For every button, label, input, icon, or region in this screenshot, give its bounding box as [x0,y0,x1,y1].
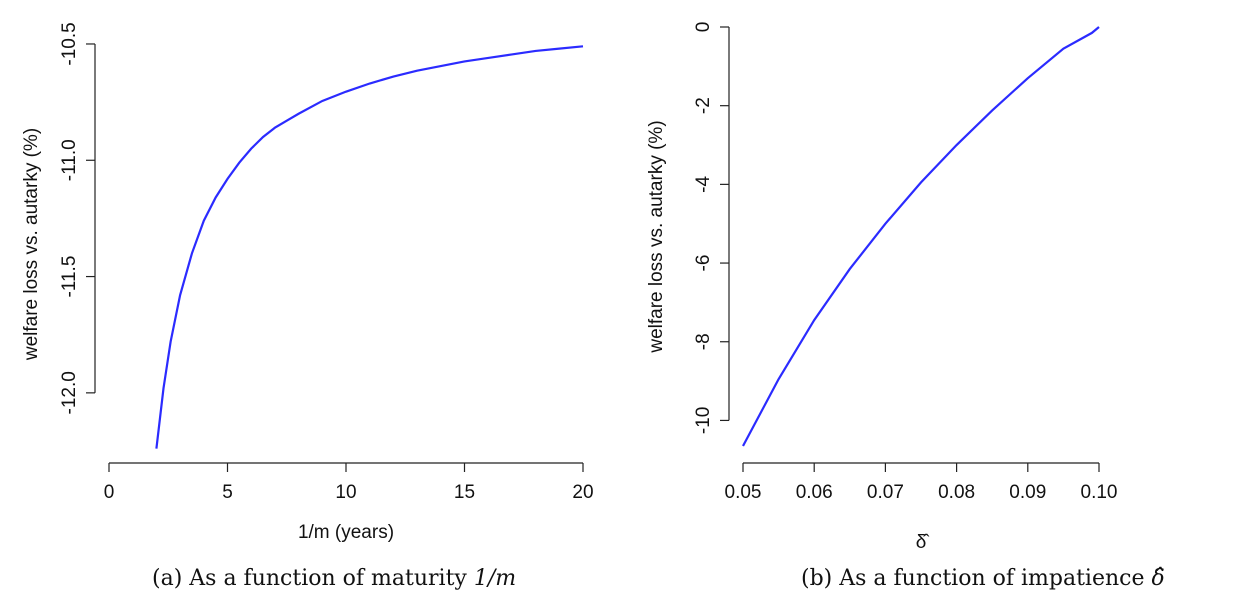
y-tick-label: -10 [693,407,714,434]
y-tick-label: -11.0 [59,139,80,181]
y-tick-label: -4 [693,175,714,192]
y-tick-label: -8 [693,333,714,350]
x-tick-label: 0.07 [867,482,904,503]
chart-b-svg: 0.05 0.06 0.07 0.08 0.09 0.10 -10 -8 -6 -4 -2 0 δ̂ we… [646,22,1118,553]
x-tick-label: 0.08 [938,482,975,503]
y-tick-label: -10.5 [59,22,80,65]
y-tick-label: -2 [693,97,714,114]
y-tick-label: -12.0 [59,371,80,414]
caption-b: (b) As a function of impatience δ̂ [801,566,1165,591]
x-tick-label: 20 [572,482,593,503]
caption-a: (a) As a function of maturity 1/m [152,566,516,591]
x-tick-label: 0.06 [796,482,833,503]
caption-a-math: 1/m [473,566,517,591]
x-tick-label: 0.09 [1009,482,1046,503]
chart-panel-b: 0.05 0.06 0.07 0.08 0.09 0.10 -10 -8 -6 -4 -2 0 δ̂ we… [620,0,1241,611]
chart-a-svg: 0 5 10 15 20 -12.0 -11.5 -11.0 -10.5 1/m (years) w… [21,22,594,543]
series-line [155,45,584,449]
x-axis-label: δ̂ [916,532,931,553]
caption-a-text: (a) As a function of maturity [152,566,467,591]
caption-b-math: δ̂ [1151,566,1165,591]
x-tick-label: 15 [454,482,475,503]
x-tick-label: 0.10 [1081,482,1118,503]
x-tick-label: 10 [335,482,356,503]
y-axis-label: welfare loss vs. autarky (%) [21,128,42,361]
y-tick-label: -6 [693,255,714,272]
caption-b-text: (b) As a function of impatience [801,566,1145,591]
x-axis-label: 1/m (years) [298,522,394,543]
x-tick-label: 0 [104,482,115,503]
x-tick-label: 5 [222,482,233,503]
chart-panel-a: 0 5 10 15 20 -12.0 -11.5 -11.0 -10.5 1/m (years) w… [0,0,620,611]
series-line [742,26,1100,447]
y-axis-label: welfare loss vs. autarky (%) [646,120,667,353]
y-tick-label: -11.5 [59,256,80,298]
y-tick-label: 0 [693,22,714,33]
x-tick-label: 0.05 [725,482,762,503]
